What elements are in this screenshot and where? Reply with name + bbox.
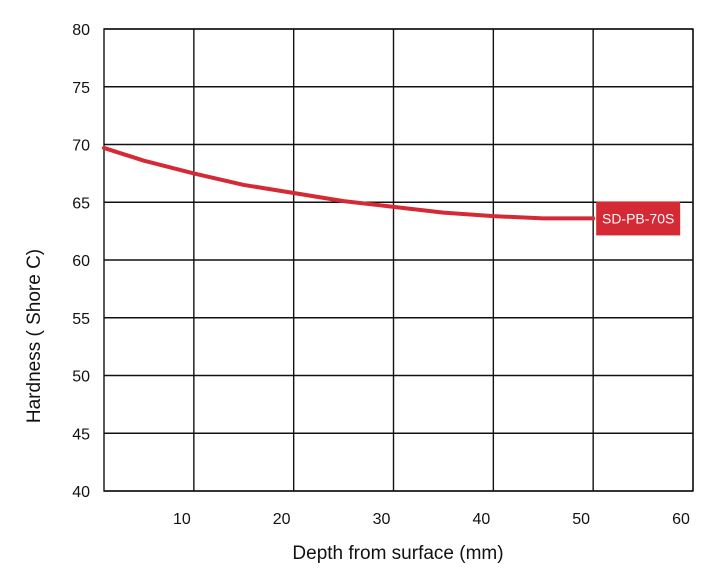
x-tick-label: 50	[572, 511, 590, 528]
series-label: SD-PB-70S	[602, 210, 674, 226]
x-axis-title: Depth from surface (mm)	[292, 543, 503, 564]
x-tick-label: 40	[472, 511, 490, 528]
y-tick-label: 50	[72, 369, 90, 386]
x-tick-label: 60	[672, 511, 690, 528]
x-tick-label: 10	[173, 511, 191, 528]
x-tick-label: 20	[273, 511, 291, 528]
series-lines	[102, 145, 596, 221]
x-tick-label: 30	[373, 511, 391, 528]
y-tick-label: 75	[72, 80, 90, 97]
y-tick-label: 60	[72, 253, 90, 270]
y-tick-label: 80	[72, 22, 90, 39]
y-axis-title: Hardness ( Shore C)	[24, 249, 45, 423]
y-tick-label: 70	[72, 138, 90, 155]
series-label-box	[596, 201, 681, 236]
tick-labels: 40 45 50 55 60 65 70 75 80 10 20 30 40 50 60	[72, 22, 690, 528]
plot-frame	[103, 28, 694, 492]
y-tick-label: 40	[72, 484, 90, 501]
y-tick-label: 45	[72, 426, 90, 443]
grid-lines	[103, 28, 694, 492]
series-line	[102, 145, 596, 221]
y-tick-label: 55	[72, 311, 90, 328]
series-labels: SD-PB-70S	[596, 201, 681, 236]
y-tick-label: 65	[72, 195, 90, 212]
